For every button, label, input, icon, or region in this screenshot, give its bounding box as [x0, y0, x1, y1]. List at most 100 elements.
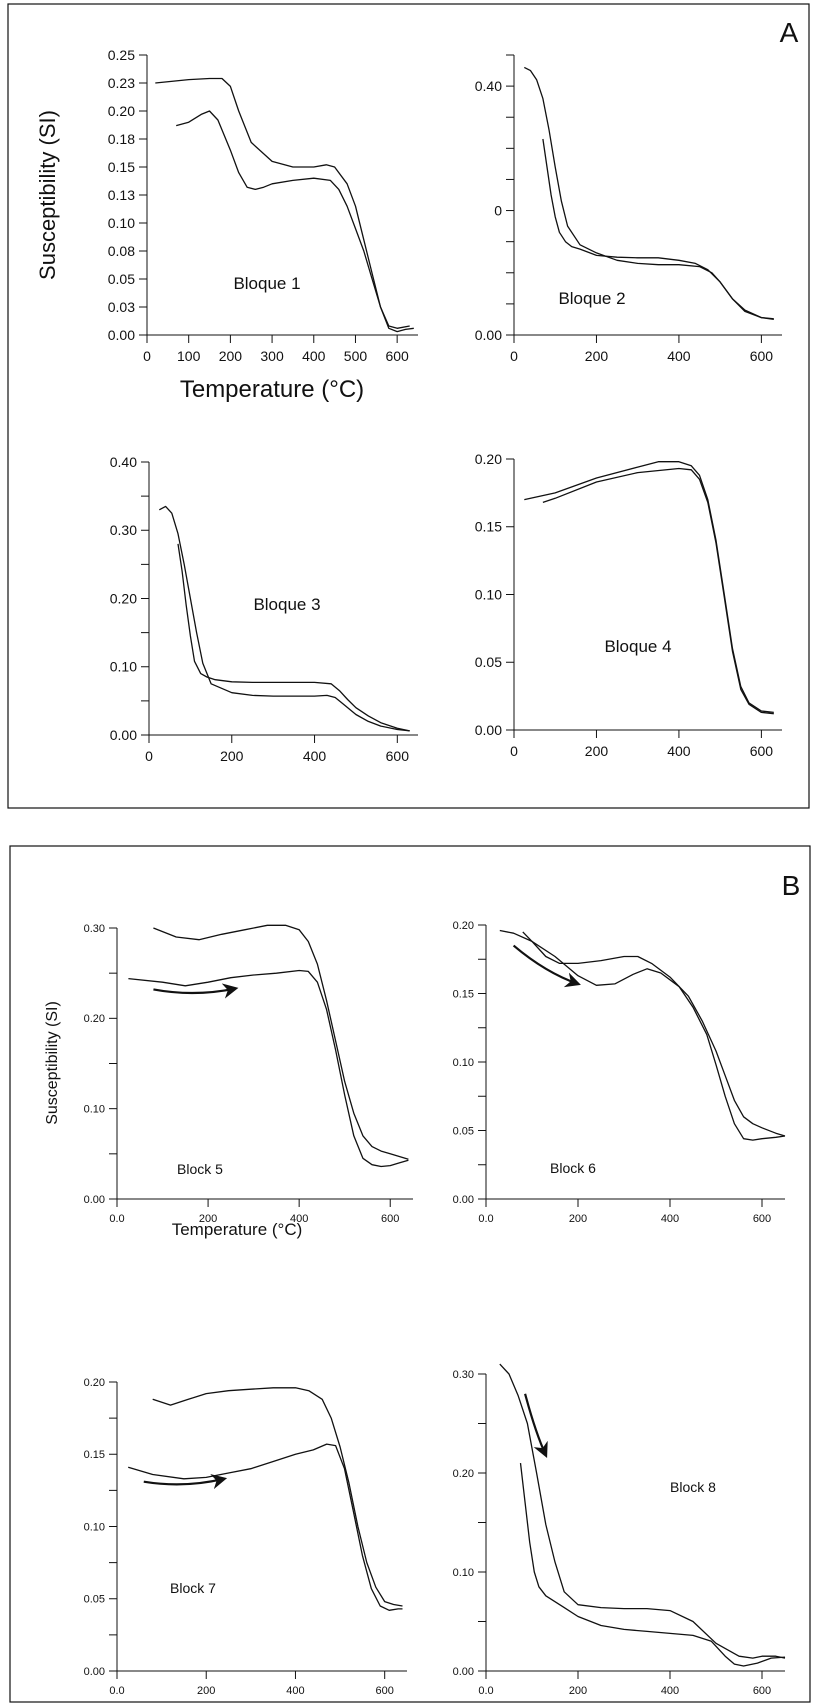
y-tick-label: 0.30 — [84, 923, 105, 935]
x-tick-label: 400 — [667, 348, 691, 364]
chart-2: 0.00 0 0.40 0 200 400 600 Bloque 2 — [475, 54, 782, 364]
x-tick-label: 0.0 — [109, 1213, 124, 1225]
series-1-line — [152, 1387, 403, 1607]
charts-layer: 0.000.030.050.080.100.130.150.180.200.23… — [35, 47, 786, 1697]
y-tick-label: 0.10 — [453, 1567, 474, 1579]
y-tick-label: 0.20 — [475, 451, 502, 467]
panel-b-label: B — [782, 870, 801, 901]
y-tick-label: 0.10 — [110, 659, 137, 675]
series-2-line — [519, 1463, 786, 1667]
block-label: Block 7 — [170, 1580, 216, 1596]
x-tick-label: 200 — [569, 1685, 587, 1697]
block-label: Bloque 1 — [233, 274, 300, 293]
y-tick-label: 0.20 — [110, 590, 137, 606]
y-tick-label: 0 — [494, 202, 502, 218]
y-tick-label: 0.10 — [84, 1521, 105, 1533]
y-tick-label: 0.30 — [110, 522, 137, 538]
chart-3: 0.00 0.10 0.20 0.30 0.40 0 200 400 600 Bloque 3 — [110, 454, 418, 764]
series-1-line — [158, 505, 410, 732]
series-2-line — [128, 1443, 403, 1611]
series-1-line — [524, 66, 774, 320]
y-tick-label: 0.15 — [453, 988, 474, 1000]
block-label: Bloque 2 — [558, 289, 625, 308]
series-2-line — [128, 969, 409, 1168]
x-tick-label: 0.0 — [478, 1213, 493, 1225]
chart-4: 0.00 0.05 0.10 0.15 0.20 0 200 400 600 Bloque 4 — [475, 451, 782, 759]
y-tick-label: 0.15 — [475, 519, 502, 535]
y-tick-label: 0.00 — [84, 1194, 105, 1206]
heating-arrow — [143, 1474, 228, 1490]
series-1-line — [524, 461, 774, 714]
y-tick-label: 0.20 — [453, 1468, 474, 1480]
panel-b-frame — [9, 845, 811, 1703]
chart-5: 0.00 0.10 0.20 0.30 0.0 200 400 600 Block 5 Susce… — [44, 923, 413, 1239]
block-label: Bloque 3 — [253, 595, 320, 614]
y-tick-label: 0.00 — [475, 327, 502, 343]
series-2-line — [542, 467, 774, 715]
y-tick-label: 0.05 — [475, 654, 502, 670]
y-tick-label: 0.10 — [108, 215, 135, 231]
x-tick-label: 200 — [219, 348, 243, 364]
x-axis-title: Temperature (°C) — [180, 376, 364, 403]
y-tick-label: 0.00 — [108, 327, 135, 343]
x-tick-label: 600 — [386, 748, 410, 764]
x-tick-label: 600 — [753, 1213, 771, 1225]
y-tick-label: 0.10 — [475, 586, 502, 602]
x-tick-label: 600 — [376, 1685, 394, 1697]
series-1-line — [499, 1363, 786, 1659]
x-tick-label: 0 — [143, 348, 151, 364]
x-tick-label: 100 — [177, 348, 201, 364]
x-tick-label: 600 — [385, 348, 409, 364]
x-tick-label: 200 — [585, 348, 609, 364]
y-tick-label: 0.03 — [108, 299, 135, 315]
y-tick-label: 0.00 — [453, 1666, 474, 1678]
y-tick-label: 0.00 — [475, 722, 502, 738]
heating-arrow — [153, 983, 239, 999]
y-tick-label: 0.05 — [84, 1594, 105, 1606]
series-2-line — [542, 138, 774, 321]
y-tick-label: 0.40 — [110, 454, 137, 470]
x-tick-label: 0.0 — [109, 1685, 124, 1697]
x-tick-label: 200 — [569, 1213, 587, 1225]
series-1-line — [499, 929, 786, 1141]
series-2-line — [177, 543, 410, 732]
heating-arrow — [512, 944, 581, 988]
chart-6: 0.00 0.05 0.10 0.15 0.20 0.0 200 400 600 Block 6 — [453, 920, 786, 1225]
x-tick-label: 200 — [197, 1685, 215, 1697]
x-tick-label: 400 — [302, 348, 326, 364]
y-tick-label: 0.20 — [453, 920, 474, 932]
y-tick-label: 0.10 — [453, 1057, 474, 1069]
x-tick-label: 400 — [667, 743, 691, 759]
panel-a-frame — [7, 3, 810, 809]
y-tick-label: 0.00 — [453, 1194, 474, 1206]
y-tick-label: 0.15 — [108, 159, 135, 175]
y-tick-label: 0.18 — [108, 131, 135, 147]
x-tick-label: 0 — [510, 348, 518, 364]
x-tick-label: 400 — [661, 1685, 679, 1697]
chart-1: 0.00 0.03 0.05 0.08 0.10 0.13 0.15 0.18 0.20 0.23… — [35, 47, 418, 403]
x-tick-label: 300 — [260, 348, 284, 364]
chart-7: 0.00 0.05 0.10 0.15 0.20 0.0 200 400 600 Block 7 — [84, 1377, 407, 1697]
y-tick-label: 0.13 — [108, 187, 135, 203]
y-tick-label: 0.08 — [108, 243, 135, 259]
y-tick-label: 0.20 — [84, 1377, 105, 1389]
block-label: Bloque 4 — [604, 637, 671, 656]
x-tick-label: 0 — [145, 748, 153, 764]
block-label: Block 6 — [550, 1160, 596, 1176]
y-tick-label: 0.30 — [453, 1369, 474, 1381]
series-1-line — [153, 924, 409, 1160]
y-tick-label: 0.05 — [108, 271, 135, 287]
y-tick-label: 0.20 — [84, 1013, 105, 1025]
x-tick-label: 400 — [290, 1213, 308, 1225]
y-tick-label: 0.05 — [453, 1125, 474, 1137]
x-tick-label: 600 — [753, 1685, 771, 1697]
y-tick-label: 0.23 — [108, 75, 135, 91]
heating-arrow — [524, 1393, 548, 1458]
x-tick-label: 400 — [303, 748, 327, 764]
x-tick-label: 200 — [220, 748, 244, 764]
series-2-line — [176, 110, 414, 333]
block-label: Block 5 — [177, 1161, 223, 1177]
y-axis-title: Susceptibility (SI) — [44, 1001, 61, 1125]
x-tick-label: 600 — [750, 743, 774, 759]
